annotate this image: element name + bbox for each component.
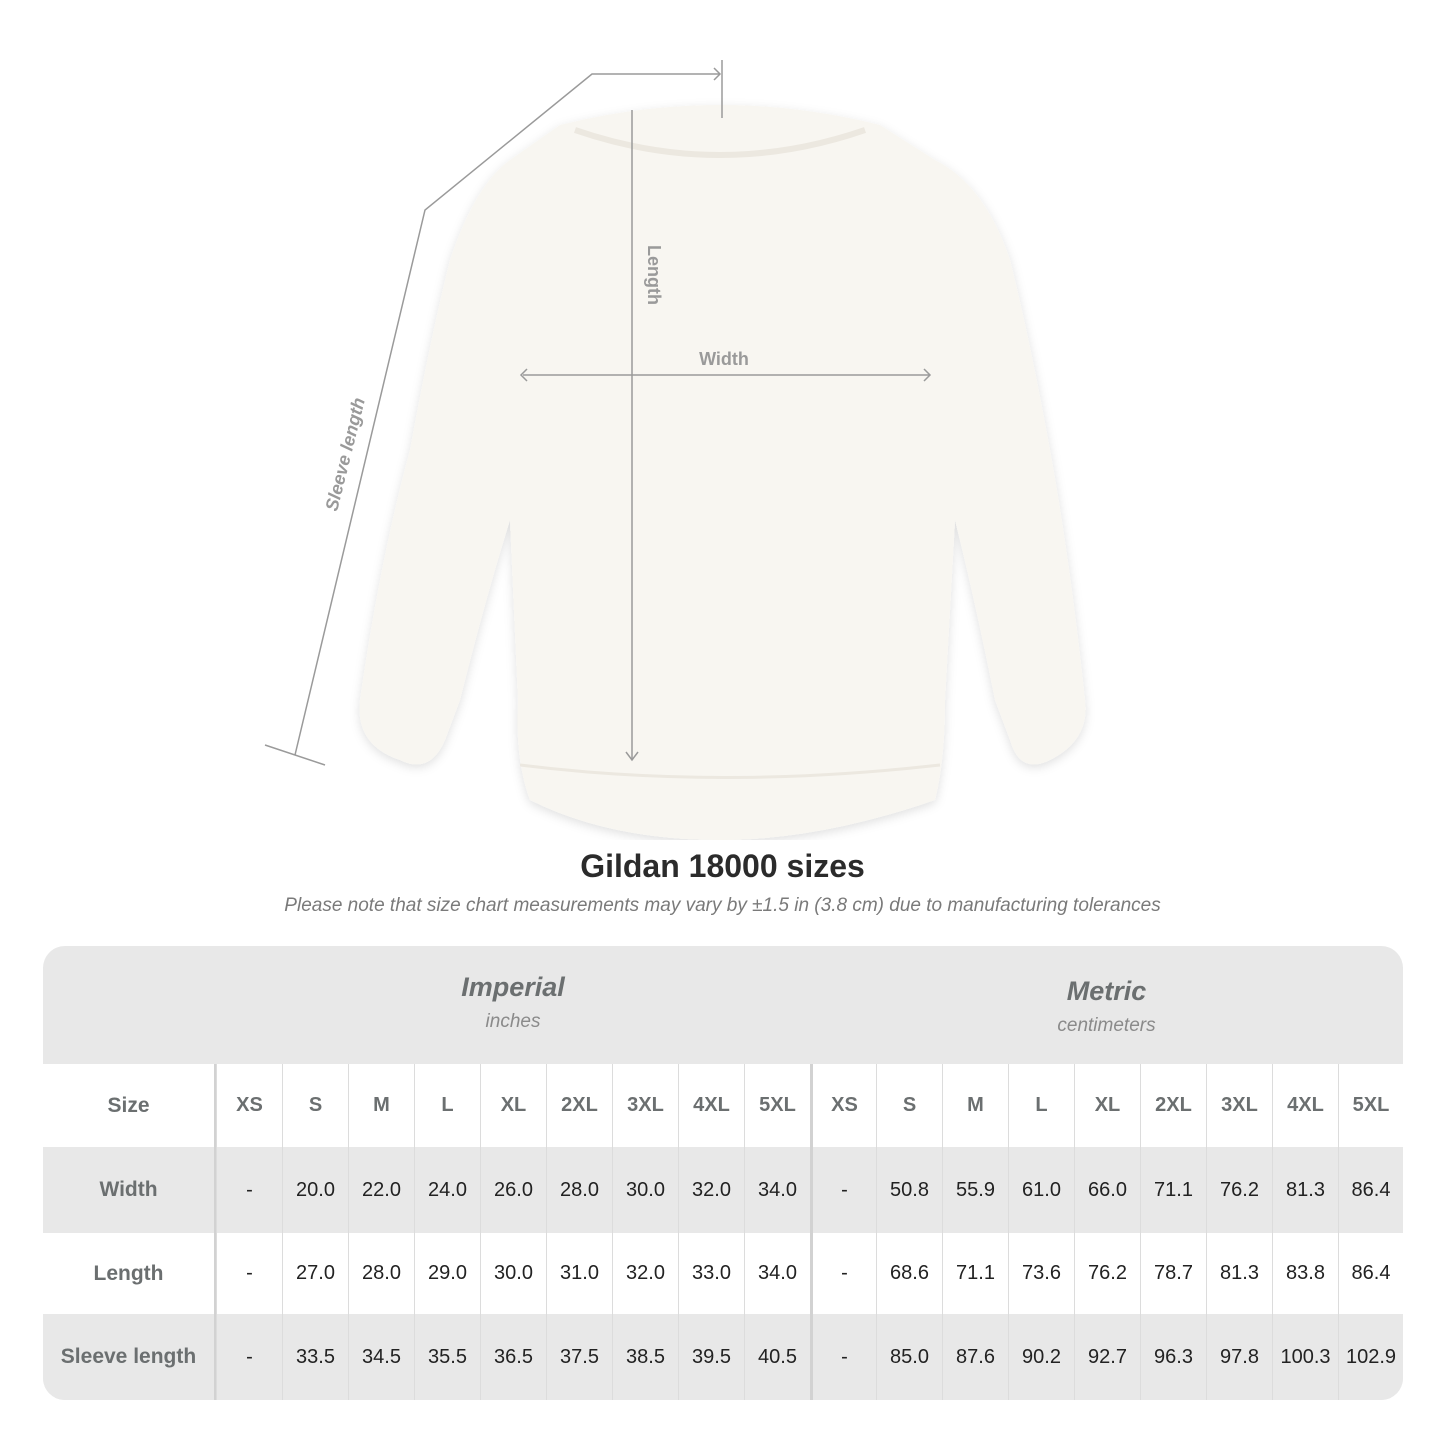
cell-metric: 96.3 xyxy=(1140,1314,1206,1400)
imperial-title: Imperial xyxy=(461,972,565,1002)
cell-metric: 92.7 xyxy=(1074,1314,1140,1400)
size-header-metric: S xyxy=(876,1064,942,1147)
size-header-row: Size XS S M L XL 2XL 3XL 4XL 5XL XS S M L XL 2XL 3XL 4XL 5… xyxy=(43,1064,1403,1147)
cell-imperial: 31.0 xyxy=(546,1233,612,1314)
sleeve-length-label: Sleeve length xyxy=(321,396,368,513)
cell-imperial: 32.0 xyxy=(678,1147,744,1233)
cell-metric: 78.7 xyxy=(1140,1233,1206,1314)
imperial-unit: inches xyxy=(485,1011,541,1032)
metric-header: Metric centimeters xyxy=(810,950,1403,1068)
cell-metric: 81.3 xyxy=(1272,1147,1338,1233)
cell-metric: 61.0 xyxy=(1008,1147,1074,1233)
size-header-metric: L xyxy=(1008,1064,1074,1147)
cell-metric: 90.2 xyxy=(1008,1314,1074,1400)
cell-metric: 71.1 xyxy=(1140,1147,1206,1233)
cell-metric: 86.4 xyxy=(1338,1147,1403,1233)
measurement-lines xyxy=(264,60,932,766)
cell-metric: - xyxy=(810,1147,876,1233)
cell-metric: 87.6 xyxy=(942,1314,1008,1400)
cell-imperial: 34.5 xyxy=(348,1314,414,1400)
row-label: Size xyxy=(43,1064,216,1147)
cell-imperial: 30.0 xyxy=(612,1147,678,1233)
cell-imperial: 37.5 xyxy=(546,1314,612,1400)
cell-imperial: 24.0 xyxy=(414,1147,480,1233)
cell-imperial: 27.0 xyxy=(282,1233,348,1314)
cell-imperial: 32.0 xyxy=(612,1233,678,1314)
cell-imperial: 30.0 xyxy=(480,1233,546,1314)
size-header-metric: XL xyxy=(1074,1064,1140,1147)
cell-metric: 73.6 xyxy=(1008,1233,1074,1314)
size-header-imperial: 5XL xyxy=(744,1064,810,1147)
size-header-metric: XS xyxy=(810,1064,876,1147)
table-row: Width -20.0 22.0 24.0 26.0 28.0 30.0 32.0 34.0-5… xyxy=(43,1147,1403,1233)
size-header-imperial: M xyxy=(348,1064,414,1147)
sweatshirt-diagram: Length Width Sleeve length xyxy=(264,60,1086,840)
tolerance-note: Please note that size chart measurements… xyxy=(284,895,1161,916)
size-header-imperial: 4XL xyxy=(678,1064,744,1147)
cell-imperial: 20.0 xyxy=(282,1147,348,1233)
cell-metric: 66.0 xyxy=(1074,1147,1140,1233)
cell-imperial: 33.0 xyxy=(678,1233,744,1314)
size-header-metric: 5XL xyxy=(1338,1064,1403,1147)
cell-imperial: 26.0 xyxy=(480,1147,546,1233)
cell-metric: 100.3 xyxy=(1272,1314,1338,1400)
cell-imperial: 28.0 xyxy=(546,1147,612,1233)
cell-metric: 76.2 xyxy=(1074,1233,1140,1314)
cell-metric: - xyxy=(810,1233,876,1314)
metric-unit: centimeters xyxy=(1057,1015,1156,1036)
cell-metric: 86.4 xyxy=(1338,1233,1403,1314)
cell-metric: 102.9 xyxy=(1338,1314,1403,1400)
cell-imperial: - xyxy=(216,1314,282,1400)
cell-imperial: 28.0 xyxy=(348,1233,414,1314)
size-header-imperial: 2XL xyxy=(546,1064,612,1147)
size-header-metric: 2XL xyxy=(1140,1064,1206,1147)
size-header-metric: M xyxy=(942,1064,1008,1147)
size-header-imperial: XL xyxy=(480,1064,546,1147)
size-table: Imperial inches Metric centimeters Size X… xyxy=(43,946,1403,1400)
cell-metric: 55.9 xyxy=(942,1147,1008,1233)
length-label: Length xyxy=(644,245,664,305)
size-header-imperial: XS xyxy=(216,1064,282,1147)
row-label: Length xyxy=(43,1233,216,1314)
cell-imperial: - xyxy=(216,1233,282,1314)
size-header-imperial: L xyxy=(414,1064,480,1147)
size-header-imperial: S xyxy=(282,1064,348,1147)
cell-metric: 68.6 xyxy=(876,1233,942,1314)
cell-imperial: 36.5 xyxy=(480,1314,546,1400)
cell-imperial: 40.5 xyxy=(744,1314,810,1400)
cell-metric: 76.2 xyxy=(1206,1147,1272,1233)
cell-imperial: 34.0 xyxy=(744,1233,810,1314)
cell-imperial: 29.0 xyxy=(414,1233,480,1314)
cell-metric: 71.1 xyxy=(942,1233,1008,1314)
cell-imperial: - xyxy=(216,1147,282,1233)
cell-metric: 50.8 xyxy=(876,1147,942,1233)
width-label: Width xyxy=(699,349,749,369)
cell-imperial: 22.0 xyxy=(348,1147,414,1233)
cell-imperial: 38.5 xyxy=(612,1314,678,1400)
cell-imperial: 33.5 xyxy=(282,1314,348,1400)
cell-metric: - xyxy=(810,1314,876,1400)
row-label: Sleeve length xyxy=(43,1314,216,1400)
page-title: Gildan 18000 sizes xyxy=(580,848,865,884)
size-header-metric: 3XL xyxy=(1206,1064,1272,1147)
cell-imperial: 35.5 xyxy=(414,1314,480,1400)
size-header-metric: 4XL xyxy=(1272,1064,1338,1147)
cell-metric: 81.3 xyxy=(1206,1233,1272,1314)
cell-imperial: 39.5 xyxy=(678,1314,744,1400)
table-row: Length -27.0 28.0 29.0 30.0 31.0 32.0 33.0 34.0-… xyxy=(43,1233,1403,1314)
cell-metric: 97.8 xyxy=(1206,1314,1272,1400)
row-label: Width xyxy=(43,1147,216,1233)
sweatshirt-image xyxy=(359,105,1086,840)
size-header-imperial: 3XL xyxy=(612,1064,678,1147)
cell-metric: 83.8 xyxy=(1272,1233,1338,1314)
metric-title: Metric xyxy=(1066,976,1147,1006)
cell-imperial: 34.0 xyxy=(744,1147,810,1233)
cell-metric: 85.0 xyxy=(876,1314,942,1400)
table-row: Sleeve length -33.5 34.5 35.5 36.5 37.5 38.5 39… xyxy=(43,1314,1403,1400)
imperial-header: Imperial inches xyxy=(216,946,810,1064)
